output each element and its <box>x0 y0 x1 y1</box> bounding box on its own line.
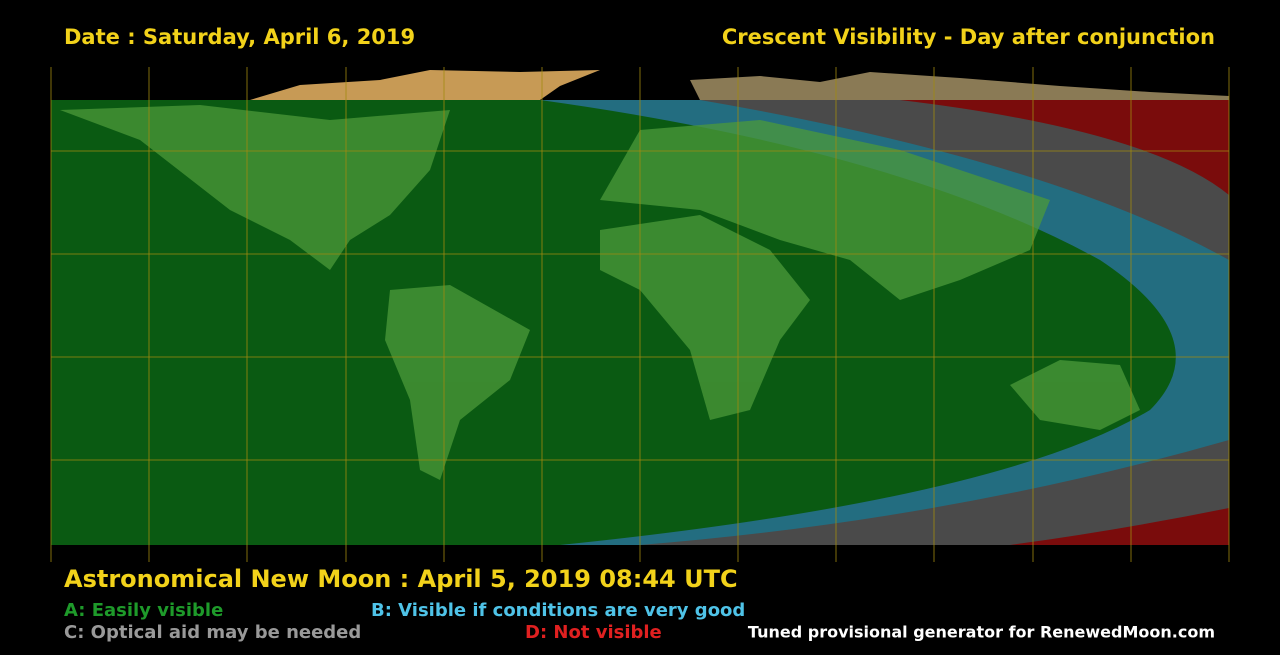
credit: Tuned provisional generator for RenewedM… <box>748 623 1215 642</box>
eurasia <box>600 120 1050 300</box>
legend-a: A: Easily visible <box>64 600 223 621</box>
graticule <box>50 67 1230 562</box>
legend-c: C: Optical aid may be needed <box>64 622 361 643</box>
date: Date : Saturday, April 6, 2019 <box>64 25 415 49</box>
arctic-land <box>250 70 600 100</box>
title: Crescent Visibility - Day after conjunct… <box>722 25 1215 49</box>
legend-d: D: Not visible <box>525 622 662 643</box>
legend-b: B: Visible if conditions are very good <box>371 600 745 621</box>
australia <box>1010 360 1140 430</box>
arctic-land <box>690 72 1229 100</box>
africa <box>600 215 810 420</box>
south-america <box>385 285 530 480</box>
continents <box>60 105 1140 480</box>
north-america <box>60 105 450 270</box>
new-moon: Astronomical New Moon : April 5, 2019 08… <box>64 565 738 593</box>
